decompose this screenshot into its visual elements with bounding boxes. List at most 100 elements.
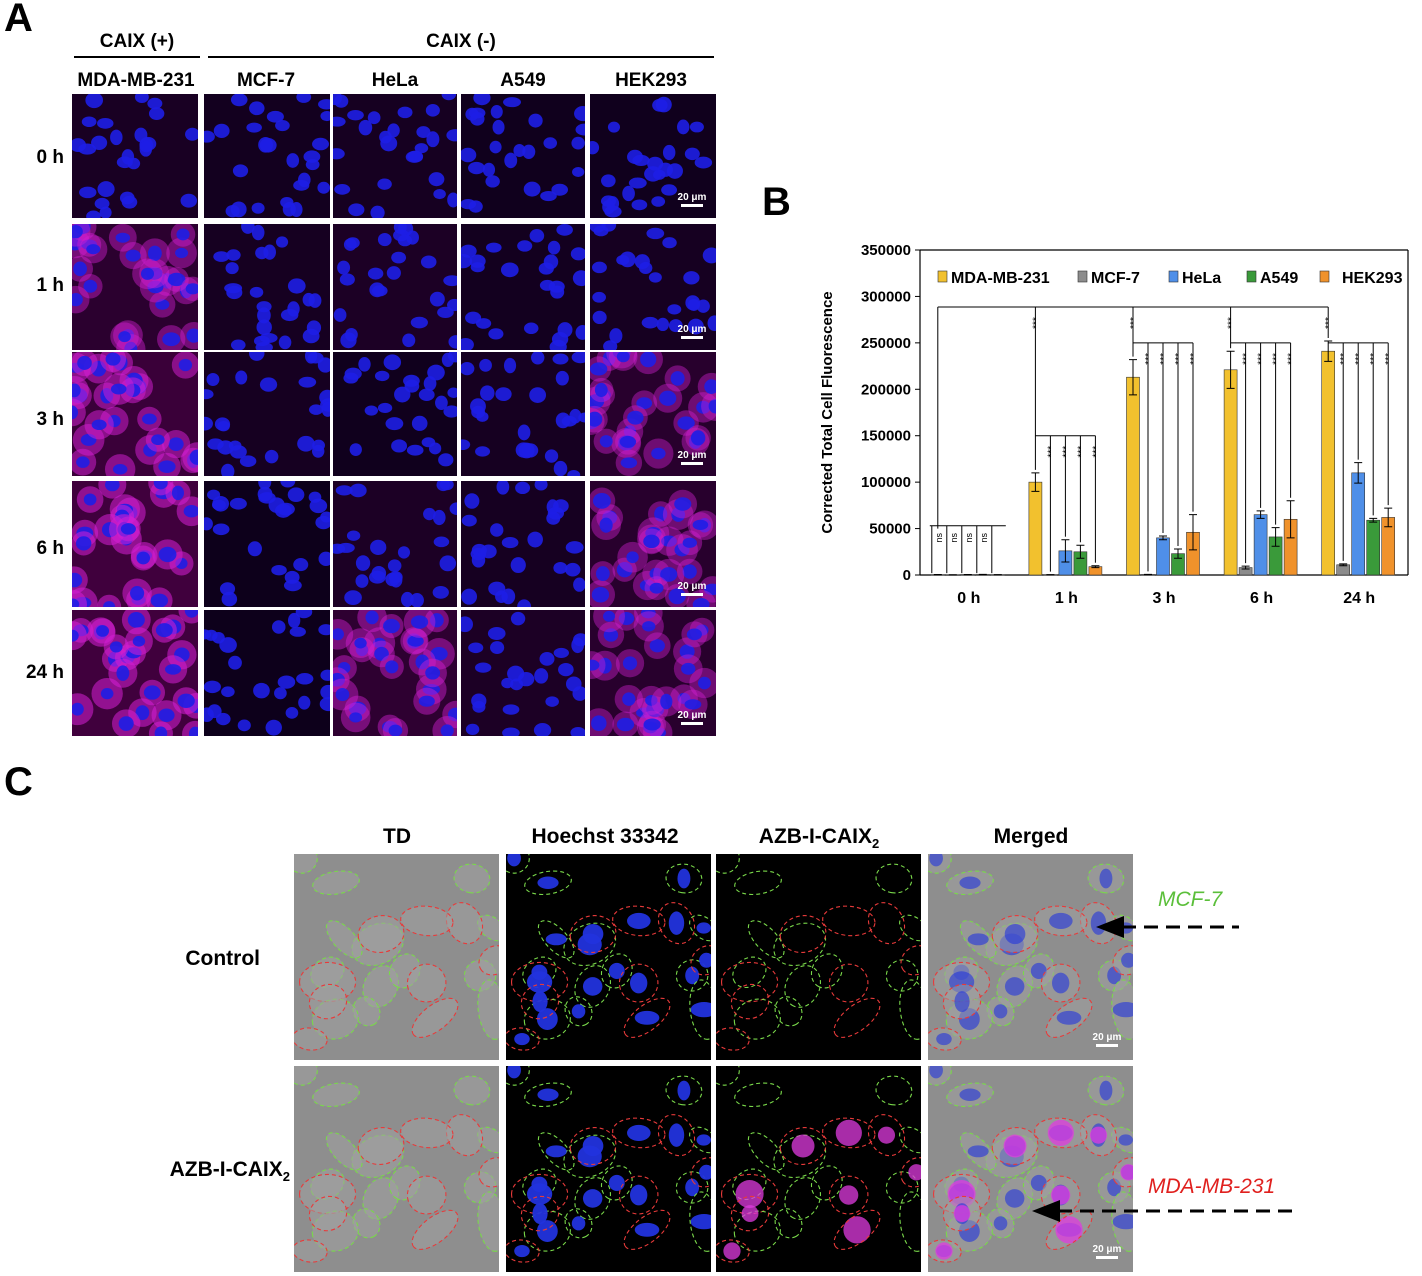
micrograph-tile <box>590 352 716 476</box>
timepoint-label-1h: 1 h <box>36 275 64 296</box>
scale-bar-label: 20 μm <box>677 450 707 461</box>
column-label-merged: Merged <box>993 825 1069 848</box>
micrograph-tile <box>72 610 198 736</box>
scale-bar: 20 μm <box>672 710 712 725</box>
scale-bar-line <box>681 462 703 465</box>
bar <box>1351 472 1366 576</box>
micrograph-tile <box>461 481 585 607</box>
micrograph-tile <box>204 224 330 350</box>
scale-bar: 20 μm <box>1087 1244 1127 1259</box>
caix-negative-line <box>208 56 714 58</box>
cell-line-header-mda: MDA-MB-231 <box>77 70 195 91</box>
legend-label: HeLa <box>1182 270 1221 287</box>
scale-bar-line <box>681 722 703 725</box>
error-bar <box>1241 565 1250 570</box>
error-bar <box>1271 527 1280 547</box>
error-bar <box>1159 535 1167 541</box>
column-label-hoechst: Hoechst 33342 <box>531 825 679 848</box>
error-bar <box>1339 563 1348 567</box>
significance-label: *** <box>1046 446 1057 458</box>
error-bar <box>1031 472 1040 492</box>
micrograph-tile <box>461 352 585 476</box>
error-bar <box>1384 507 1393 528</box>
bar <box>1321 350 1336 576</box>
scale-bar: 20 μm <box>1087 1032 1127 1047</box>
column-label-azb: AZB-I-CAIX2 <box>716 825 922 851</box>
significance-label: *** <box>1354 353 1365 365</box>
scale-bar-label: 20 μm <box>1092 1244 1122 1255</box>
significance-label: *** <box>1129 317 1140 329</box>
significance-label: *** <box>1287 353 1298 365</box>
bar <box>1126 376 1140 576</box>
micrograph-tile <box>72 94 198 218</box>
scale-bar-label: 20 μm <box>677 710 707 721</box>
significance-label: *** <box>1076 446 1087 458</box>
significance-label: *** <box>1384 353 1395 365</box>
y-tick-label: 0 <box>903 567 911 584</box>
panel-b-letter: B <box>762 180 791 224</box>
y-tick-label: 50000 <box>869 521 911 538</box>
y-tick-label: 300000 <box>861 288 911 305</box>
legend-swatch <box>1168 270 1179 283</box>
micrograph-tile <box>333 352 457 476</box>
significance-label: *** <box>1144 353 1155 365</box>
micrograph-tile <box>333 94 457 218</box>
micrograph-tile <box>506 1066 711 1272</box>
error-bar <box>1256 510 1265 519</box>
bar <box>1366 519 1381 576</box>
scale-bar: 20 μm <box>672 581 712 596</box>
micrograph-tile <box>72 224 198 350</box>
legend-label: MDA-MB-231 <box>951 270 1050 287</box>
mda-arrow-label: MDA-MB-231 <box>1148 1175 1276 1198</box>
scale-bar: 20 μm <box>672 324 712 339</box>
cell-line-header-mcf7: MCF-7 <box>236 70 296 91</box>
significance-label: *** <box>1091 446 1102 458</box>
error-bar <box>1091 565 1100 569</box>
error-bar <box>1226 350 1235 389</box>
significance-label: *** <box>1369 353 1380 365</box>
significance-label: *** <box>1339 353 1350 365</box>
cell-line-header-hek293: HEK293 <box>615 70 687 91</box>
micrograph-tile <box>333 481 457 607</box>
micrograph-tile <box>716 854 921 1060</box>
significance-label: *** <box>1189 353 1200 365</box>
significance-label: *** <box>1324 317 1335 329</box>
scale-bar-line <box>681 204 703 207</box>
significance-label: *** <box>1159 353 1170 365</box>
error-bar <box>1129 359 1137 396</box>
significance-label: *** <box>1061 446 1072 458</box>
significance-label: *** <box>1227 317 1238 329</box>
micrograph-tile <box>204 352 330 476</box>
significance-label: ns <box>964 533 974 543</box>
significance-label: *** <box>1272 353 1283 365</box>
micrograph-tile <box>506 854 711 1060</box>
panel-c-letter: C <box>4 760 33 804</box>
micrograph-tile <box>590 610 716 736</box>
x-tick-label: 6 h <box>1250 590 1273 607</box>
error-bar <box>1174 548 1182 559</box>
significance-label: ns <box>979 533 989 543</box>
mcf7-arrow-label: MCF-7 <box>1158 888 1223 911</box>
error-bar <box>1061 539 1070 563</box>
scale-bar-line <box>681 336 703 339</box>
caix-positive-header: CAIX (+) <box>99 31 175 52</box>
ctcf-bar-chart: 0 50000 100000 150000 200000 250000 300000 3500… <box>819 242 1409 607</box>
micrograph-tile <box>590 224 716 350</box>
micrograph-tile <box>590 481 716 607</box>
y-tick-label: 100000 <box>861 474 911 491</box>
y-tick-label: 200000 <box>861 381 911 398</box>
y-axis-label: Corrected Total Cell Fluorescence <box>819 291 836 533</box>
significance-label: ns <box>949 533 959 543</box>
x-tick-label: 0 h <box>957 590 980 607</box>
bar <box>1223 369 1238 576</box>
error-bar <box>1369 517 1378 523</box>
legend-label: HEK293 <box>1342 270 1403 287</box>
bar <box>1028 481 1043 576</box>
column-label-td: TD <box>383 825 411 848</box>
bar <box>1156 537 1170 576</box>
micrograph-tile <box>72 352 198 476</box>
micrograph-tile <box>72 481 198 607</box>
y-tick-label: 350000 <box>861 242 911 259</box>
column-label-azb-sub: 2 <box>871 836 880 852</box>
micrograph-tile <box>590 94 716 218</box>
